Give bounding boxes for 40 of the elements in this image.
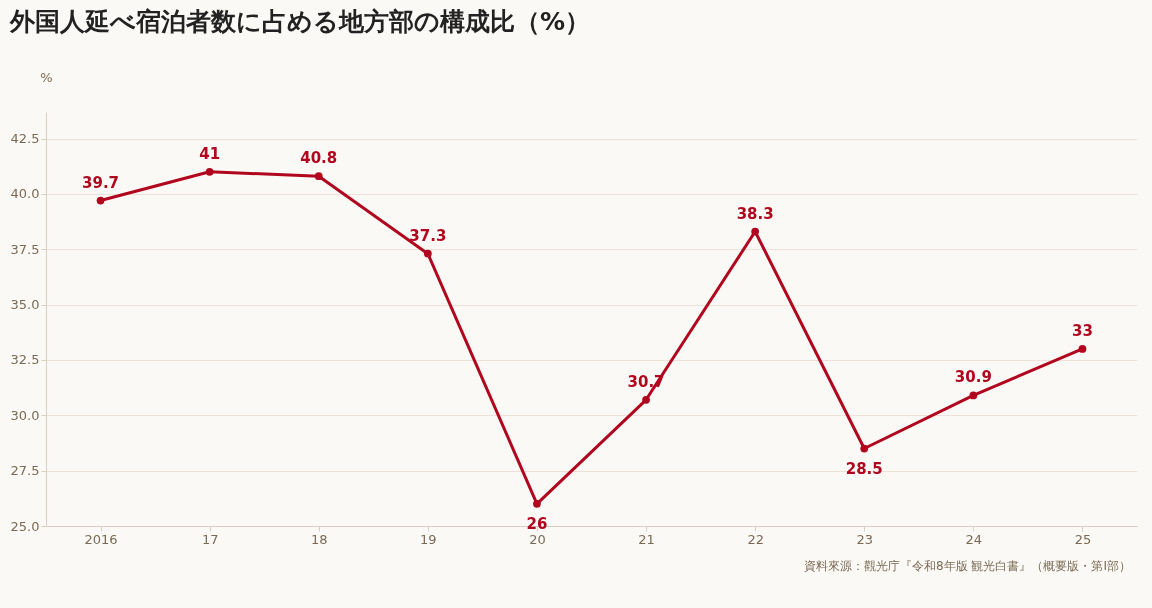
point — [96, 196, 105, 205]
data-label: 28.5 — [845, 459, 883, 478]
y-tick-label: 35.0 — [10, 297, 40, 313]
x-tick-label: 18 — [310, 531, 328, 547]
data-label: 30.9 — [954, 368, 992, 387]
y-tick-label: 25.0 — [10, 518, 40, 534]
x-tick-label: 19 — [420, 531, 437, 547]
x-tick-label: 2016 — [84, 531, 118, 547]
data-label: 38.3 — [736, 204, 774, 223]
y-tick-label: 30.0 — [10, 407, 40, 423]
point — [533, 500, 541, 508]
point — [860, 444, 869, 453]
chart-title: 外国人延べ宿泊者数に占める地方部の構成比（%） — [9, 7, 591, 36]
data-label: 26 — [526, 514, 548, 533]
data-label: 39.7 — [82, 173, 120, 192]
source-note: 資料來源：觀光庁『令和8年版 観光白書』（概要版・第I部） — [804, 559, 1131, 573]
data-label: 40.8 — [300, 149, 338, 168]
x-tick-label: 23 — [856, 531, 874, 547]
y-tick-label: 32.5 — [10, 352, 40, 368]
y-tick-label: 40.0 — [10, 186, 40, 202]
point — [314, 172, 323, 181]
x-tick-label: 22 — [747, 531, 764, 547]
y-tick-label: 27.5 — [10, 463, 40, 479]
x-tick-label: 24 — [965, 531, 983, 547]
data-label: 37.3 — [409, 226, 447, 245]
point — [751, 227, 760, 236]
point — [205, 167, 214, 176]
y-axis-title: % — [40, 69, 53, 85]
data-label: 33 — [1072, 321, 1093, 340]
point — [423, 249, 432, 258]
x-tick-label: 17 — [201, 531, 219, 547]
x-tick-label: 20 — [529, 531, 546, 547]
x-tick-label: 25 — [1074, 531, 1092, 547]
x-tick-label: 21 — [638, 531, 655, 547]
point — [969, 391, 978, 400]
y-tick-label: 37.5 — [10, 241, 40, 257]
point — [642, 395, 650, 404]
point — [1078, 345, 1087, 353]
data-label: 41 — [199, 144, 221, 163]
y-tick-label: 42.5 — [10, 131, 40, 147]
